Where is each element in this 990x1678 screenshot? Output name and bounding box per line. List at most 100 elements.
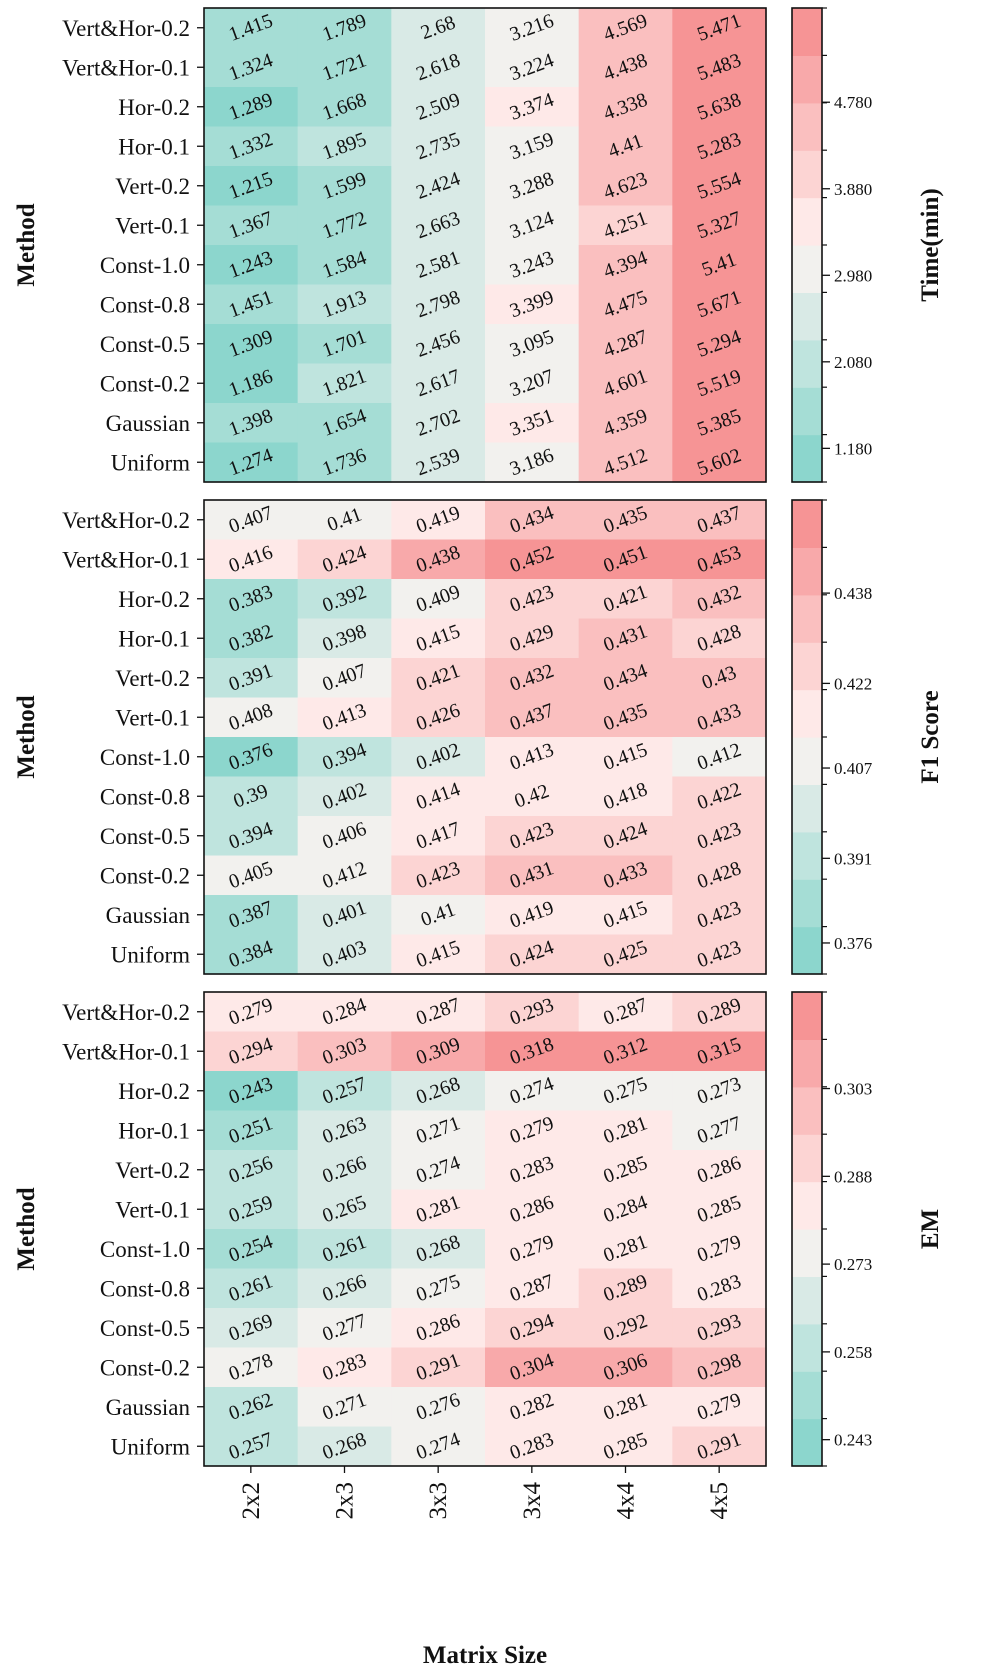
heatmap-cell [391, 1189, 486, 1230]
heatmap-cell [391, 1229, 486, 1270]
x-tick-label: 2x3 [332, 1482, 359, 1520]
heatmap-cell [578, 126, 673, 167]
heatmap-cell [485, 1268, 580, 1309]
heatmap-cell [672, 1268, 767, 1309]
row-label: Const-0.5 [100, 1316, 190, 1341]
heatmap-cell [578, 697, 673, 738]
heatmap-cell [391, 403, 486, 444]
heatmap-cell [672, 363, 767, 404]
heatmap-cell [297, 87, 392, 128]
colorbar-segment [792, 500, 822, 548]
heatmap-cell [485, 500, 580, 541]
colorbar-segment [792, 992, 822, 1040]
colorbar-segment [792, 387, 822, 436]
heatmap-cell [672, 126, 767, 167]
row-label: Hor-0.2 [118, 1079, 190, 1104]
heatmap-cell [578, 579, 673, 620]
heatmap-cell [391, 1150, 486, 1191]
heatmap-cell [578, 500, 673, 541]
heatmap-cell [485, 205, 580, 246]
colorbar-label: EM [917, 1209, 944, 1249]
row-label: Const-1.0 [100, 253, 190, 278]
heatmap-cell [297, 1071, 392, 1112]
heatmap-cell [297, 934, 392, 975]
row-label: Uniform [111, 1434, 190, 1459]
row-label: Uniform [111, 942, 190, 967]
colorbar-label: F1 Score [917, 690, 944, 783]
colorbar-segment [792, 594, 822, 643]
heatmap-cell [672, 1071, 767, 1112]
heatmap-cell [672, 47, 767, 88]
heatmap-cell [391, 8, 486, 49]
heatmap-cell [672, 1110, 767, 1151]
heatmap-cell [672, 1426, 767, 1467]
heatmap-cell [391, 895, 486, 936]
colorbar-tick-label: 2.080 [834, 353, 872, 372]
heatmap-cell [391, 126, 486, 167]
heatmap-cell [204, 1110, 299, 1151]
heatmap-cell [391, 442, 486, 483]
colorbar-tick-label: 2.980 [834, 266, 872, 285]
heatmap-cell [391, 1071, 486, 1112]
heatmap-cell [391, 245, 486, 286]
row-label: Const-0.5 [100, 824, 190, 849]
heatmap-cell [578, 1426, 673, 1467]
heatmap-cell [204, 1150, 299, 1191]
row-label: Vert&Hor-0.2 [62, 1000, 190, 1025]
heatmap-cell [297, 1426, 392, 1467]
colorbar-tick-label: 0.243 [834, 1431, 872, 1450]
heatmap-cell [485, 539, 580, 580]
x-tick-label: 3x4 [519, 1482, 546, 1520]
heatmap-cell [485, 658, 580, 699]
heatmap-cell [391, 934, 486, 975]
heatmap-cell [297, 1189, 392, 1230]
heatmap-cell [672, 618, 767, 659]
heatmap-cell [485, 1189, 580, 1230]
heatmap-cell [297, 47, 392, 88]
row-label: Uniform [111, 450, 190, 475]
heatmap-cell [204, 87, 299, 128]
heatmap-cell [578, 895, 673, 936]
heatmap-cell [672, 500, 767, 541]
row-label: Hor-0.2 [118, 587, 190, 612]
heatmap-cell [485, 1071, 580, 1112]
heatmap-cell [204, 284, 299, 325]
heatmap-cell [297, 816, 392, 857]
heatmap-panel: 1.415 1.789 2.68 3.216 4.569 5.471Vert&Hor-0.… [13, 7, 944, 483]
heatmap-cell [485, 87, 580, 128]
colorbar-segment [792, 1276, 822, 1325]
heatmap-cell [391, 87, 486, 128]
heatmap-cell [578, 1229, 673, 1270]
heatmap-cell [204, 697, 299, 738]
heatmap-cell [672, 1150, 767, 1191]
heatmap-cell [672, 697, 767, 738]
heatmap-cell [204, 205, 299, 246]
heatmap-cell [297, 1387, 392, 1428]
row-label: Const-0.8 [100, 1276, 190, 1301]
heatmap-cell [204, 324, 299, 365]
heatmap-cell [391, 1426, 486, 1467]
heatmap-cell [485, 816, 580, 857]
heatmap-cell [391, 737, 486, 778]
heatmap-cell [297, 442, 392, 483]
heatmap-cell [204, 618, 299, 659]
row-label: Hor-0.1 [118, 626, 190, 651]
colorbar-segment [792, 784, 822, 833]
colorbar-segment [792, 642, 822, 691]
heatmap-frame [203, 499, 767, 975]
heatmap-cell [672, 403, 767, 444]
heatmap-cell [578, 245, 673, 286]
row-label: Const-1.0 [100, 1237, 190, 1262]
row-label: Vert-0.2 [115, 1158, 190, 1183]
heatmap-cell [485, 776, 580, 817]
heatmap-cell [672, 934, 767, 975]
heatmap-cell [578, 539, 673, 580]
heatmap-cell [391, 500, 486, 541]
x-axis-label: Matrix Size [423, 1642, 547, 1669]
heatmap-cell [578, 1110, 673, 1151]
heatmap-cell [578, 8, 673, 49]
heatmap-cell [391, 324, 486, 365]
heatmap-cell [485, 8, 580, 49]
colorbar-segment [792, 1086, 822, 1135]
row-label: Gaussian [106, 411, 191, 436]
